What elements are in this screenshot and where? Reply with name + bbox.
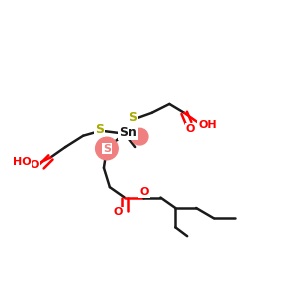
Circle shape xyxy=(96,137,118,160)
Text: O: O xyxy=(29,160,39,170)
Text: S: S xyxy=(95,123,104,136)
Circle shape xyxy=(131,128,148,145)
Text: O: O xyxy=(185,124,195,134)
Text: O: O xyxy=(113,207,123,218)
Text: HO: HO xyxy=(13,157,32,167)
Text: S: S xyxy=(128,111,137,124)
Text: S: S xyxy=(103,143,111,154)
Text: O: O xyxy=(140,187,149,197)
Text: Sn: Sn xyxy=(119,126,136,139)
Text: OH: OH xyxy=(198,120,217,130)
